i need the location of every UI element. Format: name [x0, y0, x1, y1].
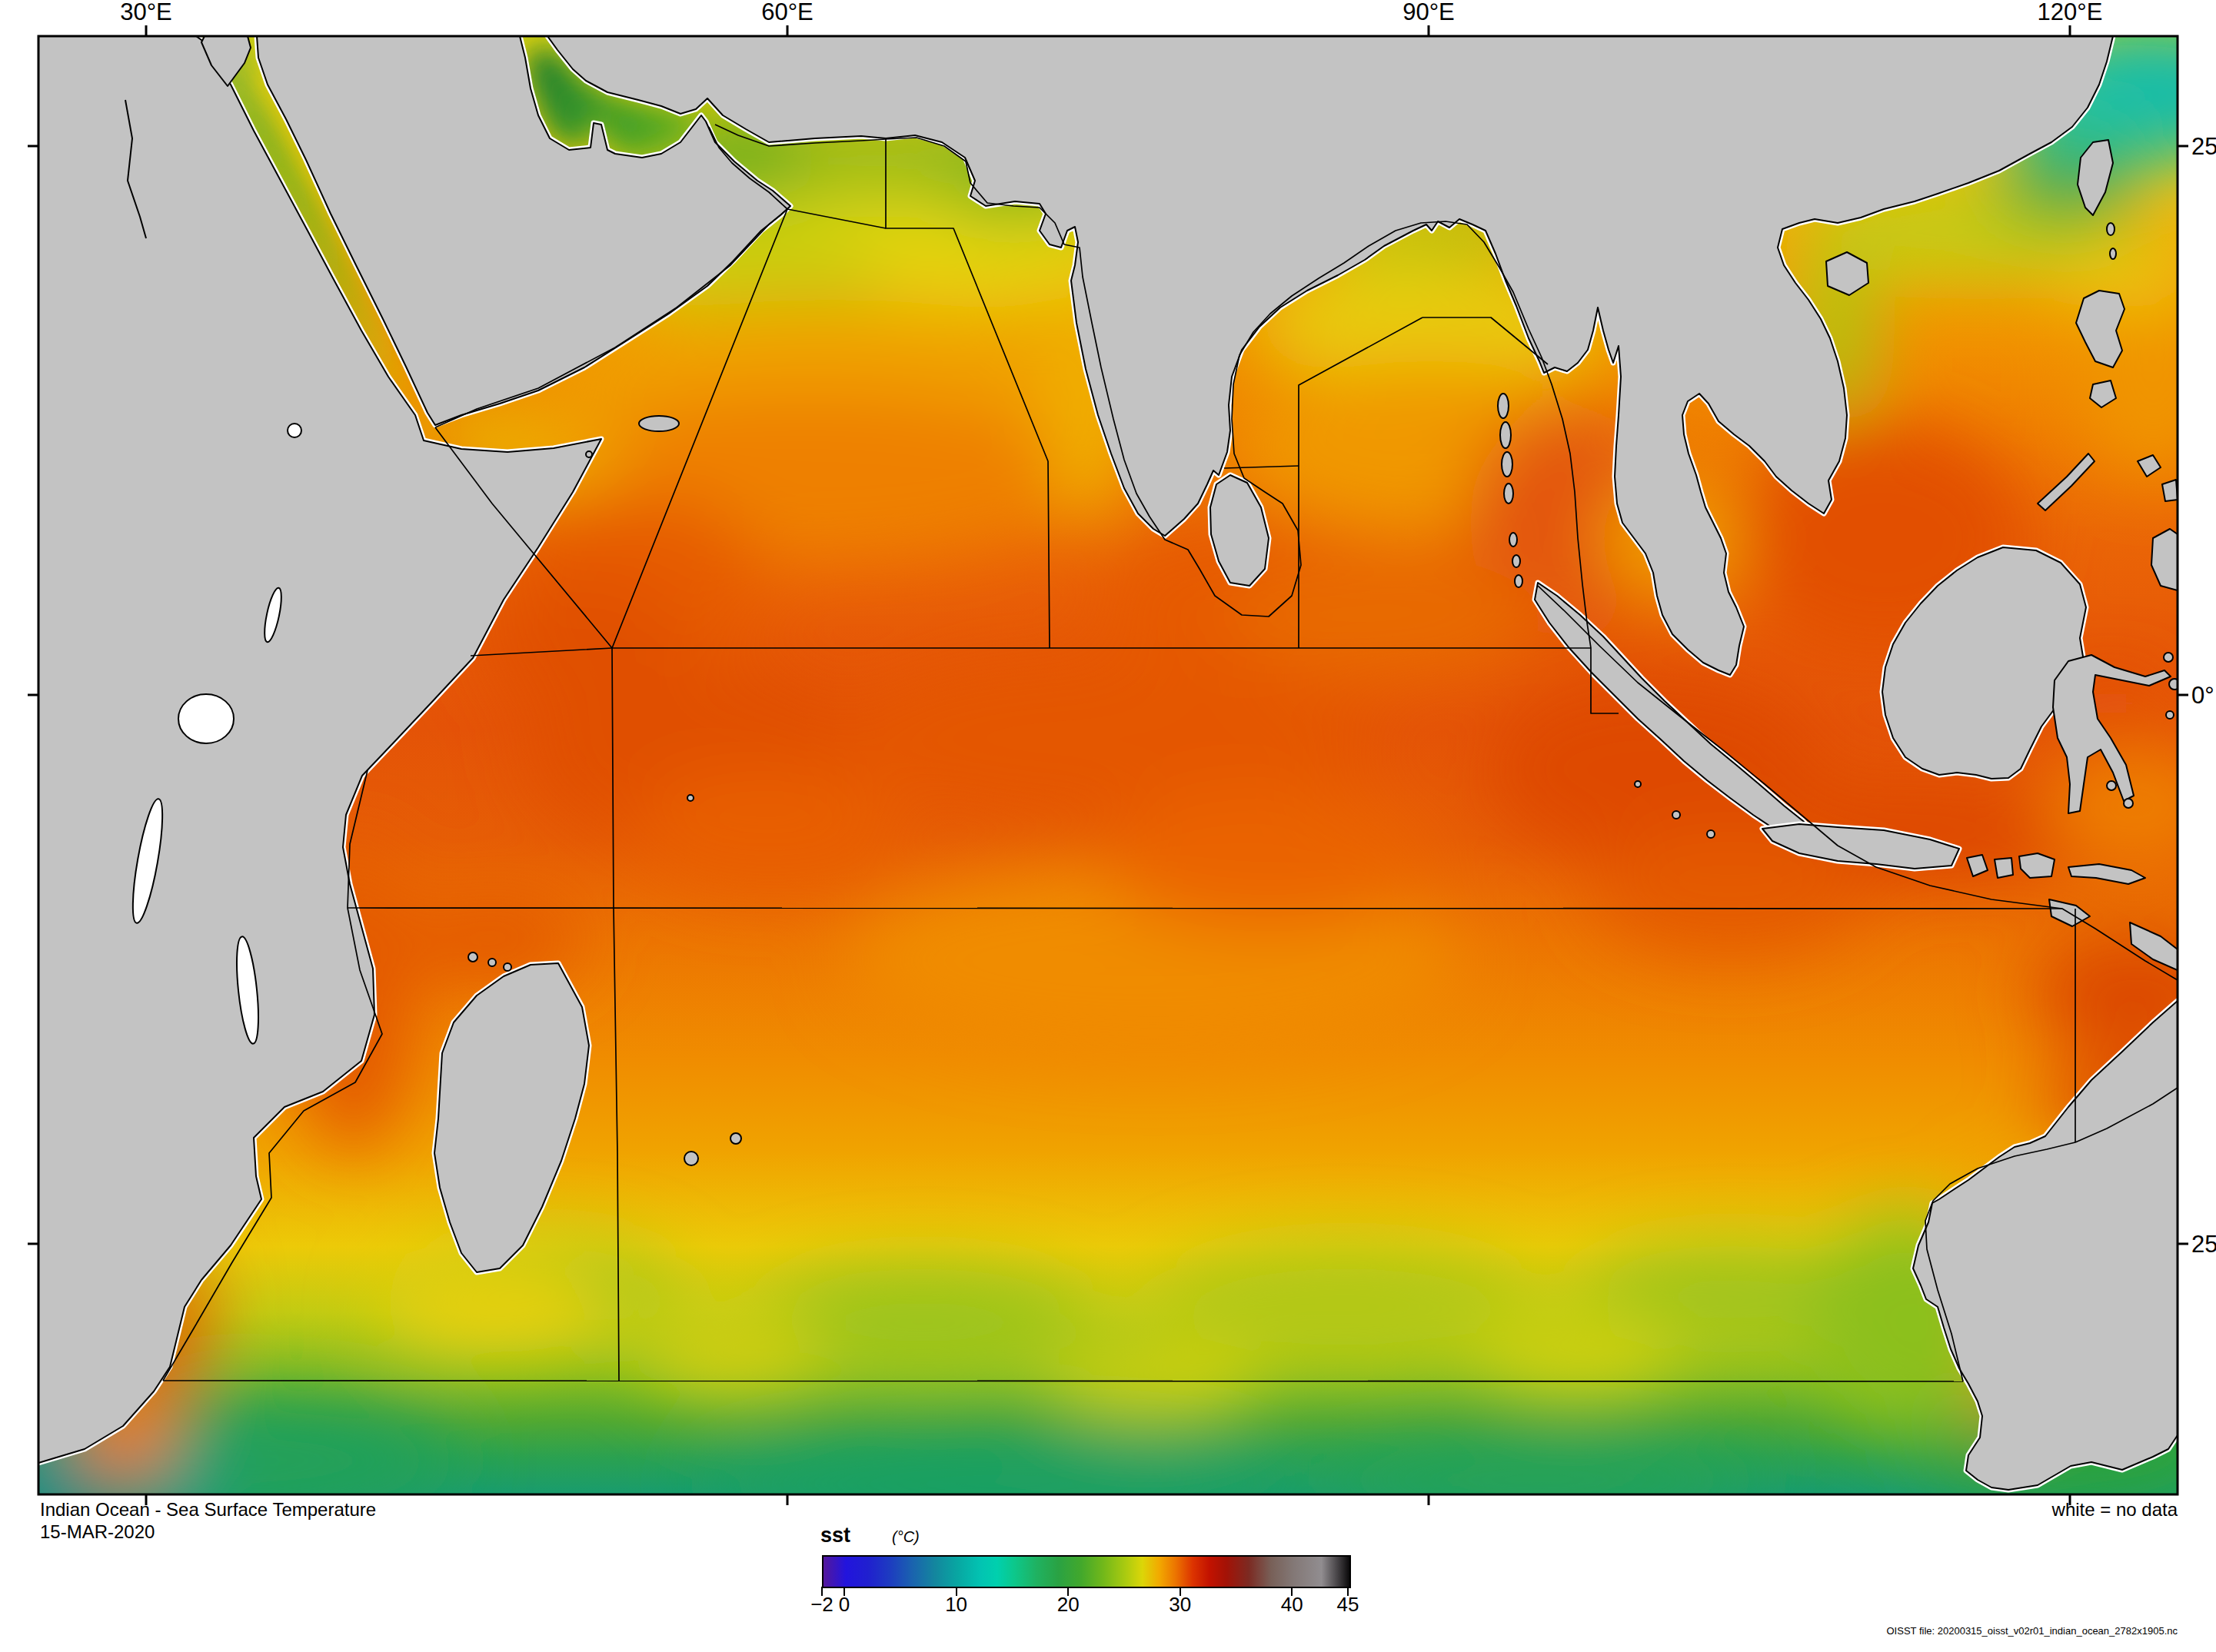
colorbar: [822, 1555, 1351, 1588]
figure: 30°E 60°E 90°E 120°E 25° 0° 25° Indian O…: [0, 0, 2216, 1652]
lat-label-25n: 25°: [2191, 133, 2216, 160]
map-date: 15-MAR-2020: [40, 1521, 155, 1543]
no-data-note: white = no data: [2052, 1499, 2178, 1521]
colorbar-tick-label: 40: [1281, 1593, 1303, 1617]
colorbar-label: sst: [820, 1524, 850, 1547]
colorbar-tick-label: 30: [1169, 1593, 1191, 1617]
colorbar-tick-label: 45: [1337, 1593, 1359, 1617]
lat-label-25s: 25°: [2191, 1231, 2216, 1258]
colorbar-tick-label: 20: [1057, 1593, 1080, 1617]
colorbar-tick-label: 0: [839, 1593, 850, 1617]
colorbar-tick-label: −2: [810, 1593, 833, 1617]
lon-label-120e: 120°E: [2038, 0, 2103, 25]
land-visayas-2: [2162, 480, 2178, 501]
sst-map: 30°E 60°E 90°E 120°E 25° 0° 25°: [0, 0, 2216, 1652]
lon-label-60e: 60°E: [761, 0, 814, 25]
map-title: Indian Ocean - Sea Surface Temperature: [40, 1499, 376, 1521]
colorbar-units: (°C): [892, 1528, 920, 1546]
file-note: OISST file: 20200315_oisst_v02r01_indian…: [1887, 1625, 2178, 1637]
lon-label-30e: 30°E: [120, 0, 172, 25]
lon-label-90e: 90°E: [1402, 0, 1455, 25]
land-lombok: [1995, 858, 2013, 878]
colorbar-tick-label: 10: [945, 1593, 967, 1617]
lat-label-0: 0°: [2191, 682, 2214, 709]
